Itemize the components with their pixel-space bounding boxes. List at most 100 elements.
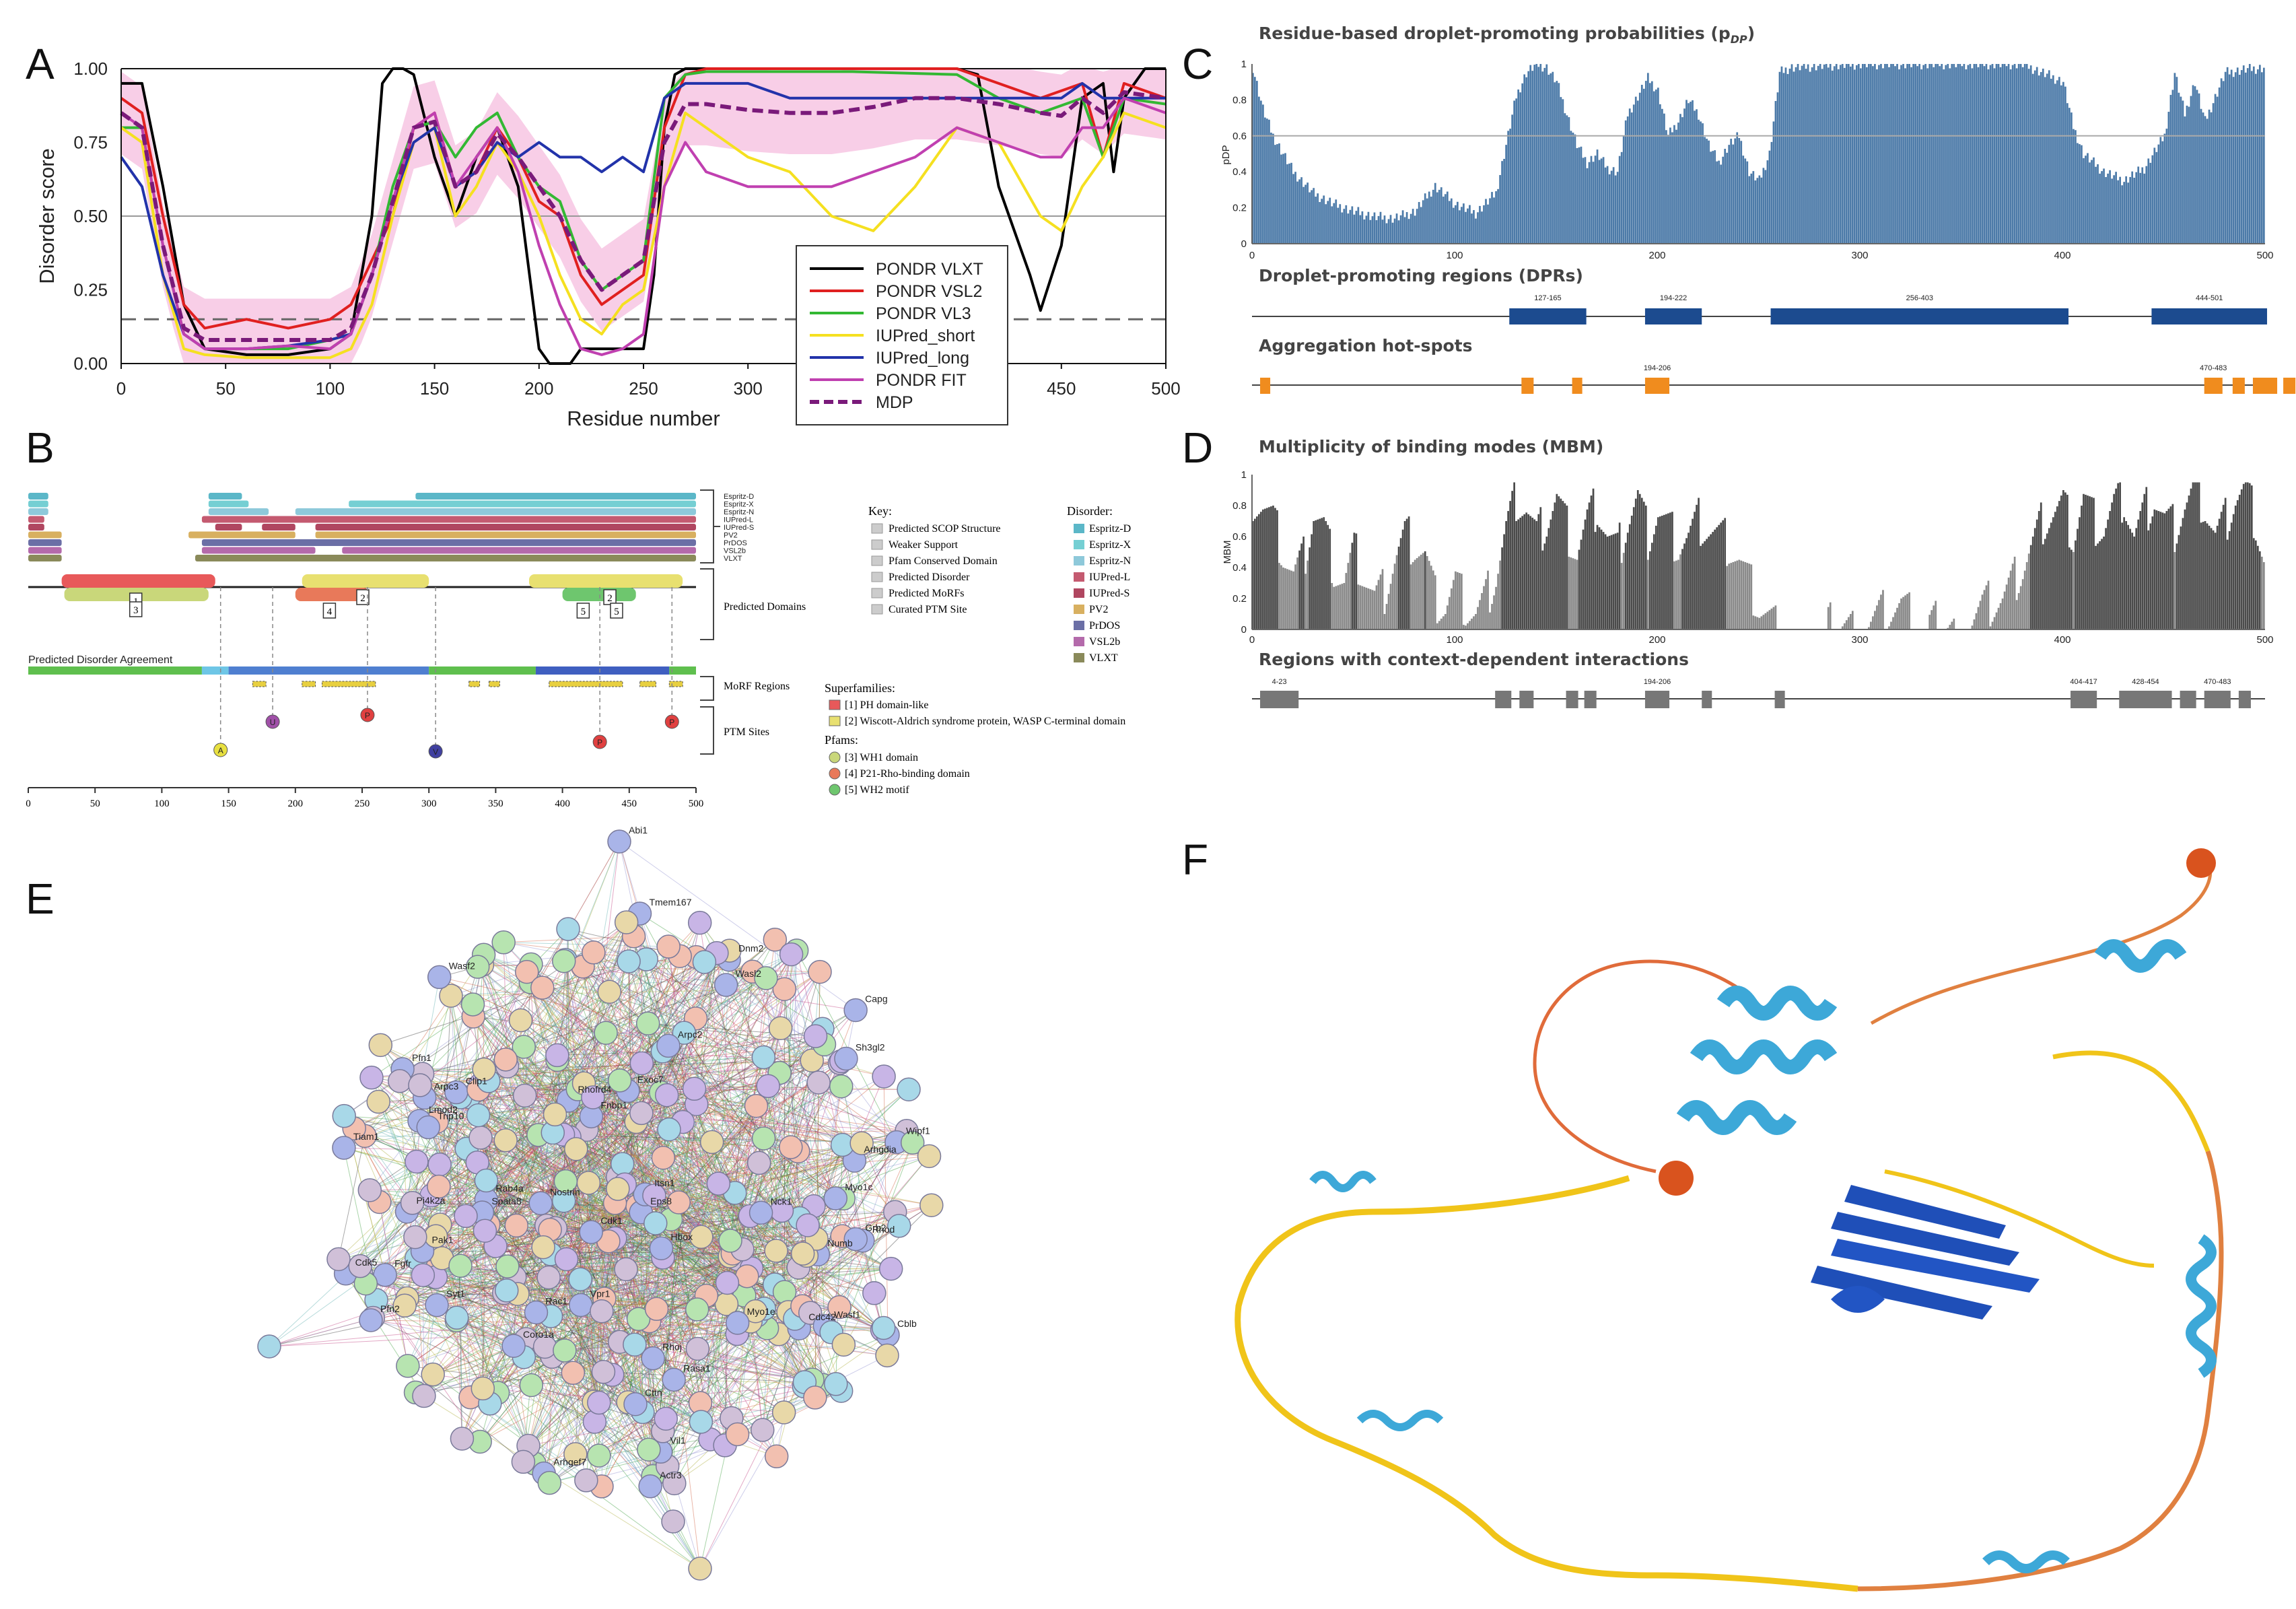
- protein-node[interactable]: [564, 1136, 588, 1161]
- protein-node[interactable]: [656, 1033, 681, 1058]
- protein-node[interactable]: [553, 1169, 578, 1194]
- protein-node[interactable]: [465, 955, 490, 979]
- protein-node[interactable]: [528, 1191, 553, 1216]
- protein-node[interactable]: [643, 1211, 668, 1235]
- protein-node[interactable]: [806, 1070, 831, 1095]
- protein-node[interactable]: [808, 959, 832, 984]
- protein-node[interactable]: [454, 1204, 478, 1229]
- protein-node[interactable]: [771, 1400, 796, 1425]
- protein-node[interactable]: [400, 1191, 425, 1215]
- protein-node[interactable]: [388, 1069, 412, 1093]
- protein-node[interactable]: [657, 1117, 681, 1142]
- protein-node[interactable]: [746, 1151, 771, 1175]
- protein-node[interactable]: [427, 1153, 452, 1177]
- protein-node[interactable]: [824, 1372, 848, 1396]
- protein-node[interactable]: [875, 1343, 899, 1368]
- protein-node[interactable]: [591, 1360, 616, 1384]
- protein-node[interactable]: [471, 1376, 495, 1401]
- protein-node[interactable]: [553, 1338, 577, 1363]
- protein-node[interactable]: [493, 1128, 518, 1153]
- protein-node[interactable]: [751, 1418, 775, 1442]
- protein-node[interactable]: [764, 1444, 789, 1469]
- protein-node[interactable]: [685, 1336, 710, 1361]
- protein-node[interactable]: [662, 1471, 687, 1496]
- protein-node[interactable]: [501, 1334, 526, 1358]
- protein-node[interactable]: [656, 934, 681, 959]
- protein-node[interactable]: [332, 1103, 357, 1128]
- protein-node[interactable]: [754, 966, 778, 990]
- protein-node[interactable]: [829, 1074, 854, 1099]
- protein-node[interactable]: [614, 1257, 638, 1282]
- protein-node[interactable]: [626, 1307, 651, 1331]
- protein-node[interactable]: [617, 949, 641, 973]
- protein-node[interactable]: [886, 1214, 911, 1238]
- protein-node[interactable]: [359, 1308, 383, 1332]
- protein-node[interactable]: [725, 1311, 750, 1335]
- protein-node[interactable]: [635, 1011, 660, 1036]
- protein-node[interactable]: [556, 917, 580, 941]
- protein-node[interactable]: [519, 1373, 544, 1398]
- protein-node[interactable]: [514, 959, 539, 984]
- protein-node[interactable]: [756, 1074, 780, 1099]
- protein-node[interactable]: [714, 973, 738, 997]
- protein-node[interactable]: [803, 1385, 827, 1410]
- protein-node[interactable]: [543, 1102, 567, 1127]
- protein-node[interactable]: [682, 1076, 707, 1101]
- protein-node[interactable]: [831, 1332, 856, 1357]
- protein-node[interactable]: [672, 1021, 697, 1045]
- protein-node[interactable]: [607, 829, 631, 854]
- protein-node[interactable]: [357, 1178, 382, 1202]
- protein-node[interactable]: [536, 1265, 561, 1290]
- protein-node[interactable]: [688, 1556, 712, 1581]
- protein-node[interactable]: [495, 1254, 520, 1278]
- protein-node[interactable]: [587, 1390, 611, 1415]
- protein-node[interactable]: [563, 1442, 588, 1466]
- protein-node[interactable]: [764, 1239, 788, 1263]
- protein-node[interactable]: [405, 1149, 429, 1174]
- protein-node[interactable]: [699, 1130, 724, 1155]
- protein-node[interactable]: [641, 1346, 665, 1371]
- protein-node[interactable]: [579, 1220, 603, 1244]
- protein-node[interactable]: [561, 1361, 586, 1385]
- protein-node[interactable]: [662, 1367, 686, 1392]
- protein-node[interactable]: [494, 1278, 519, 1303]
- protein-node[interactable]: [366, 1089, 390, 1114]
- protein-node[interactable]: [332, 1136, 356, 1160]
- protein-node[interactable]: [412, 1383, 436, 1408]
- protein-node[interactable]: [448, 1254, 473, 1278]
- protein-node[interactable]: [768, 1016, 793, 1041]
- protein-node[interactable]: [623, 1392, 648, 1416]
- protein-node[interactable]: [530, 975, 555, 1000]
- protein-node[interactable]: [644, 1297, 669, 1322]
- protein-node[interactable]: [403, 1225, 427, 1249]
- protein-node[interactable]: [689, 1225, 714, 1249]
- protein-node[interactable]: [545, 1043, 569, 1068]
- protein-node[interactable]: [408, 1073, 432, 1097]
- protein-node[interactable]: [843, 998, 868, 1023]
- protein-node[interactable]: [473, 1219, 497, 1243]
- protein-node[interactable]: [772, 977, 797, 1001]
- protein-node[interactable]: [368, 1033, 393, 1058]
- protein-node[interactable]: [790, 1241, 815, 1266]
- protein-node[interactable]: [900, 1130, 925, 1155]
- protein-node[interactable]: [651, 1145, 676, 1170]
- protein-node[interactable]: [843, 1227, 868, 1252]
- protein-node[interactable]: [421, 1362, 445, 1387]
- protein-node[interactable]: [638, 1474, 662, 1499]
- protein-node[interactable]: [512, 1083, 537, 1108]
- protein-node[interactable]: [594, 1021, 618, 1045]
- protein-node[interactable]: [466, 1103, 491, 1128]
- protein-node[interactable]: [614, 910, 639, 934]
- protein-node[interactable]: [468, 1126, 493, 1150]
- protein-node[interactable]: [576, 1171, 601, 1195]
- protein-node[interactable]: [917, 1144, 942, 1169]
- protein-node[interactable]: [425, 1293, 449, 1317]
- protein-node[interactable]: [654, 1406, 679, 1431]
- protein-node[interactable]: [796, 1213, 820, 1237]
- protein-node[interactable]: [919, 1193, 944, 1217]
- protein-node[interactable]: [862, 1281, 886, 1305]
- protein-node[interactable]: [396, 1354, 420, 1378]
- protein-node[interactable]: [587, 1443, 611, 1468]
- protein-node[interactable]: [537, 1470, 562, 1495]
- protein-node[interactable]: [827, 1295, 851, 1320]
